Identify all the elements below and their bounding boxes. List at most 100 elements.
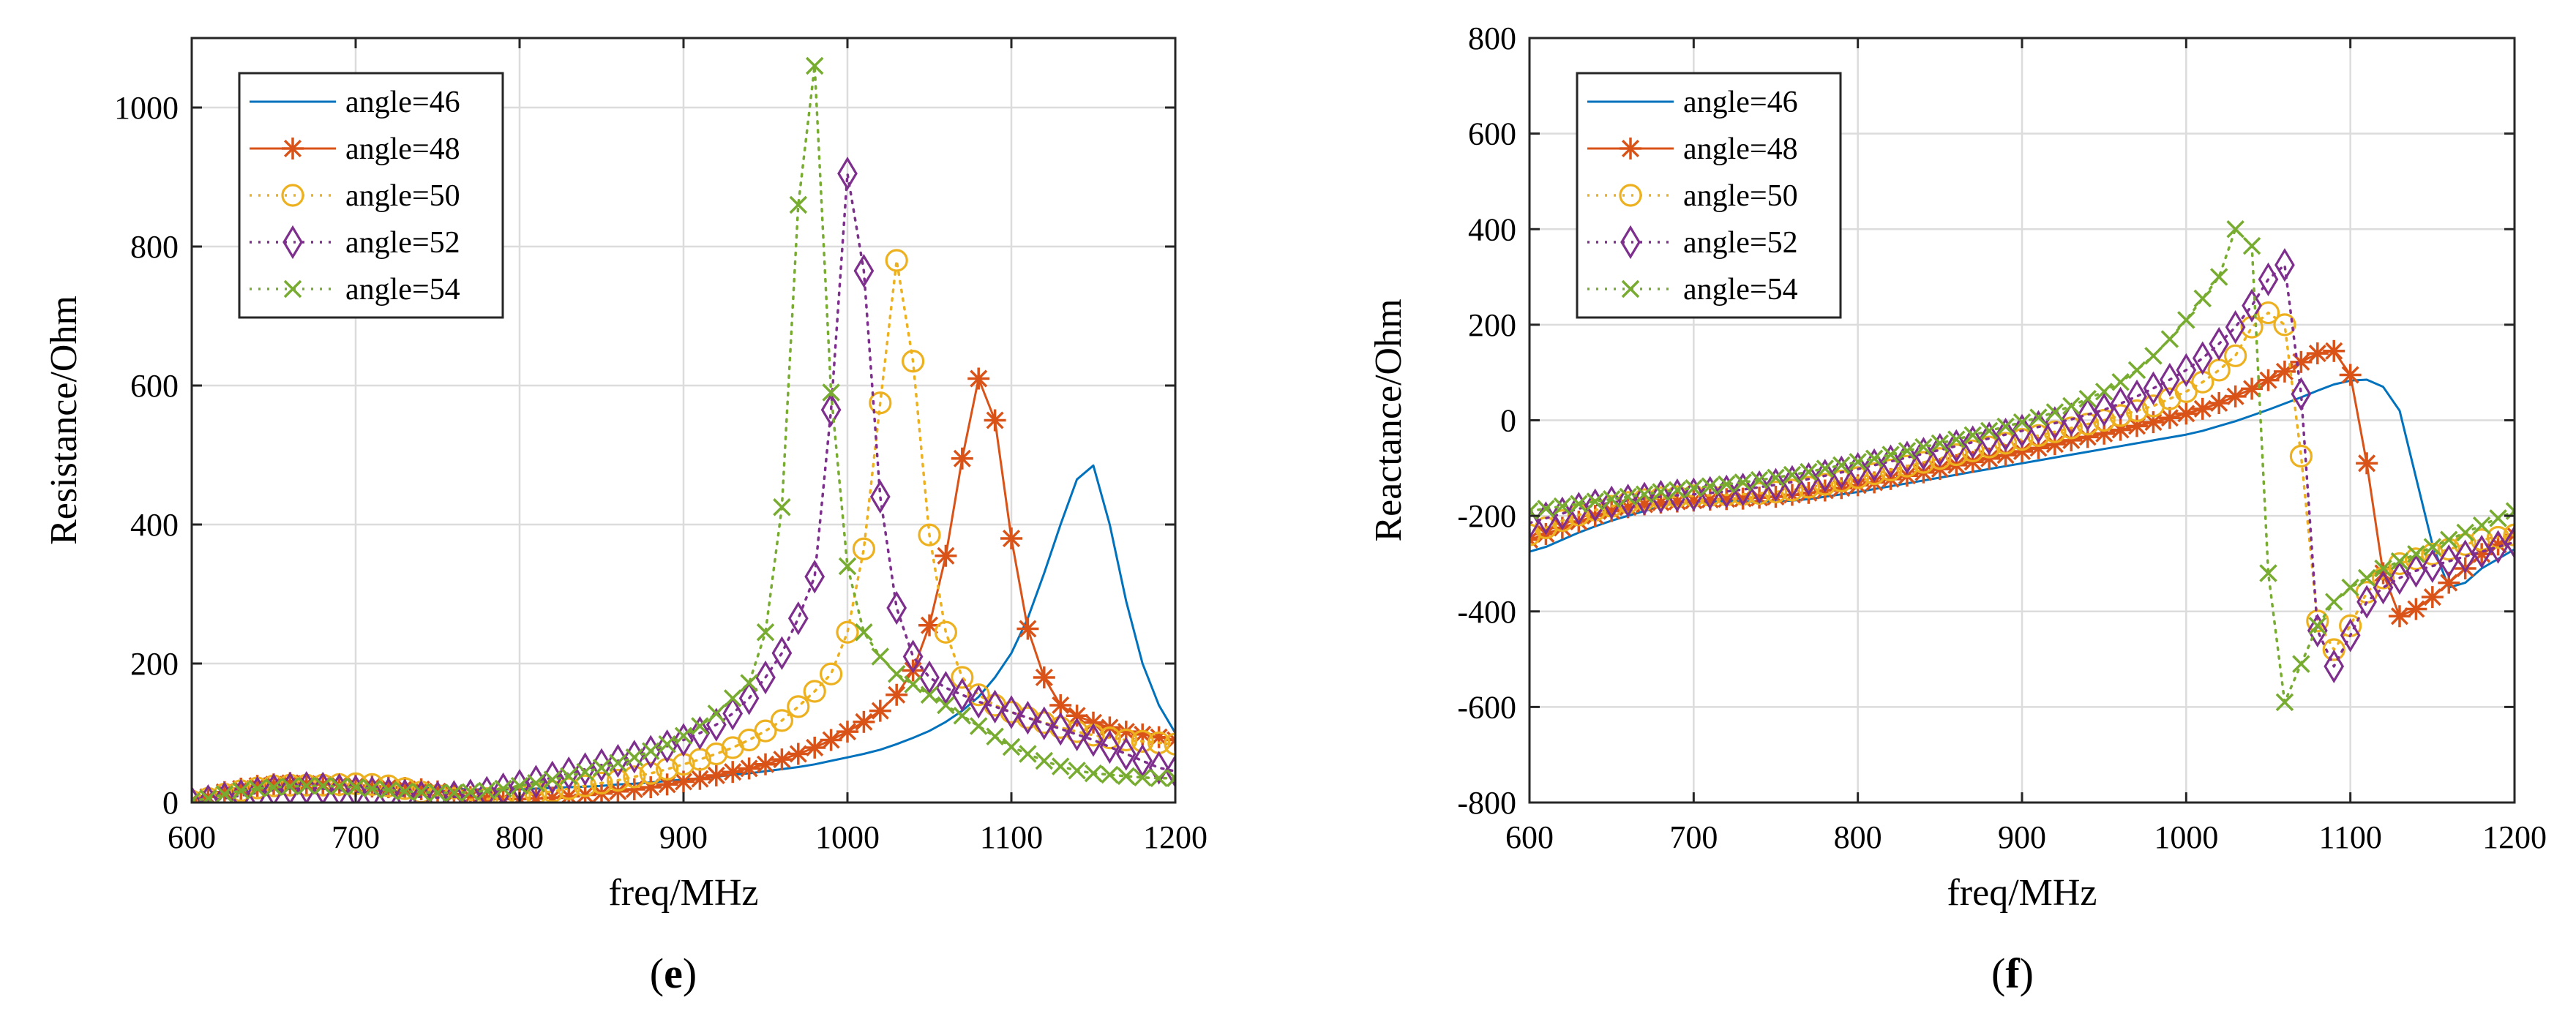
caption-e: (e) [650,950,697,997]
data-point [689,715,711,751]
x-tick-label: 1000 [2154,819,2218,855]
data-point [2374,559,2392,578]
data-point [2192,341,2213,375]
data-point [2273,360,2296,383]
y-tick-label: 200 [130,646,179,682]
data-point [984,689,1006,724]
y-tick-label: -800 [1457,785,1516,821]
data-point [836,620,859,644]
data-point [787,601,809,636]
data-point [722,696,744,731]
y-tick-label: 400 [1468,211,1516,247]
data-point [853,254,875,288]
data-point [803,680,826,703]
data-point [445,784,463,802]
data-point [2012,413,2032,448]
data-point [773,498,791,516]
y-tick-label: 200 [1468,307,1516,343]
legend-label: angle=46 [1683,86,1798,119]
data-point [869,479,891,514]
data-point [1016,617,1039,640]
data-point [2209,268,2228,286]
x-tick-label: 700 [1669,819,1718,855]
data-point [2256,301,2280,325]
data-point [691,717,709,735]
data-point [192,785,202,803]
data-point [461,783,480,801]
y-tick-label: -200 [1457,498,1516,534]
data-point [1000,527,1022,549]
y-tick-label: 1000 [114,90,179,126]
data-point [1980,421,1999,440]
data-point [2177,311,2195,329]
x-axis-label: freq/MHz [1947,872,2097,914]
data-point [1931,434,1950,453]
data-point [1133,768,1152,787]
data-point [2125,399,2149,423]
data-point [263,773,284,803]
data-point [1717,475,1736,494]
data-point [2241,377,2264,400]
data-point [2160,362,2180,397]
data-point [986,727,1004,745]
y-tick-label: 0 [1500,403,1516,439]
data-point [1098,726,1122,750]
data-point [2292,655,2310,673]
y-tick-label: -400 [1457,594,1516,630]
data-point [1929,432,1950,467]
legend: angle=46 angle=48 angle=50 angle=52 angle=54 [238,72,504,319]
legend-swatch-marker [1620,225,1641,260]
data-point [1033,706,1055,740]
data-point [2273,313,2296,337]
legend-swatch-marker [282,225,303,260]
data-point [1685,479,1703,497]
data-point [904,675,922,694]
data-point [885,249,908,272]
data-point [705,742,728,766]
data-point [1148,751,1169,785]
data-point [2240,315,2264,339]
data-point [852,537,876,560]
data-point [1164,732,1175,756]
data-point [2143,371,2164,405]
data-point [543,770,562,789]
data-point [2127,361,2146,380]
data-point [363,779,381,798]
y-tick-label: 600 [130,368,179,404]
ticks: 600 700 800 900 1000 1100 1200 -800 -600 -400 -200… [1457,20,2547,855]
data-point [2438,544,2460,579]
data-point [2456,523,2474,542]
data-point [2341,578,2359,597]
data-point [609,754,627,773]
data-point [460,778,481,803]
data-point [198,784,219,803]
data-point [2289,444,2313,468]
data-point [658,734,676,754]
data-point [1947,430,1966,448]
data-point [2208,391,2231,414]
data-point [2503,523,2515,546]
data-point [623,765,646,789]
data-point [869,699,891,722]
data-point [2306,342,2329,365]
data-point [886,590,907,625]
data-point [1732,473,1753,507]
data-point [1033,666,1055,688]
legend-swatch-marker [283,279,302,298]
data-point [1749,470,1770,505]
data-point [2224,344,2247,367]
data-point [1995,417,2016,452]
data-point [313,776,332,795]
data-point [673,723,694,757]
data-point [789,195,808,214]
series-group [192,56,1175,803]
data-point [886,683,908,706]
data-point [2043,433,2066,456]
data-point [297,776,316,795]
data-point [822,383,840,402]
data-point [2110,386,2131,421]
data-point [1619,487,1637,506]
data-point [1115,728,1138,752]
data-point [2373,570,2394,605]
data-point [2061,402,2082,437]
